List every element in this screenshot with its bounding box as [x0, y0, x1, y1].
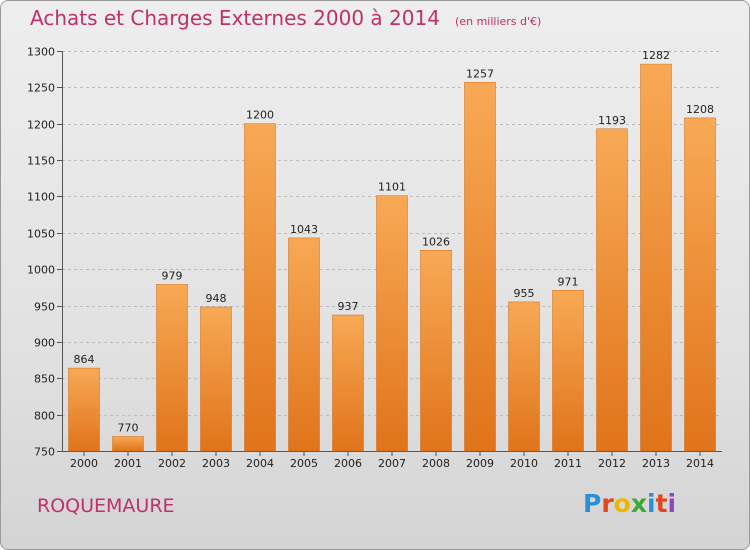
- bar-2013: [640, 63, 672, 452]
- logo-letter: r: [601, 489, 614, 518]
- logo-letter: i: [647, 489, 656, 518]
- x-tick-label: 2008: [422, 457, 450, 470]
- y-tick-label: 1050: [27, 228, 55, 241]
- bar-2007: [376, 195, 408, 452]
- bar-2001: [112, 436, 144, 452]
- x-tick-label: 2003: [202, 457, 230, 470]
- x-tick-label: 2004: [246, 457, 274, 470]
- proxiti-logo: Proxiti: [583, 489, 676, 518]
- y-tick-label: 1200: [27, 119, 55, 132]
- bar-2002: [156, 284, 188, 452]
- y-tick-label: 850: [34, 373, 55, 386]
- y-tick-label: 1300: [27, 46, 55, 59]
- axes: [57, 51, 722, 456]
- data-label: 971: [558, 275, 579, 288]
- y-tick-label: 800: [34, 410, 55, 423]
- data-label: 1193: [598, 114, 626, 127]
- bar-2000: [68, 367, 100, 452]
- y-tick-label: 1150: [27, 155, 55, 168]
- commune-name: ROQUEMAURE: [37, 495, 175, 517]
- x-tick-label: 2001: [114, 457, 142, 470]
- bar-2010: [508, 301, 540, 452]
- chart-title-text: Achats et Charges Externes 2000 à 2014: [30, 6, 440, 30]
- bar-2003: [200, 306, 232, 452]
- bar-2009: [464, 82, 496, 452]
- bar-2008: [420, 250, 452, 452]
- data-label: 1257: [466, 67, 494, 80]
- data-label: 955: [514, 287, 535, 300]
- logo-letter: x: [630, 489, 647, 518]
- y-tick-label: 900: [34, 337, 55, 350]
- y-tick-label: 1000: [27, 264, 55, 277]
- x-tick-label: 2002: [158, 457, 186, 470]
- logo-letter: o: [613, 489, 631, 518]
- logo-letter: P: [583, 489, 602, 518]
- x-tick-label: 2013: [642, 457, 670, 470]
- data-label: 1282: [642, 49, 670, 62]
- data-label: 1208: [686, 103, 714, 116]
- y-tick-label: 1250: [27, 82, 55, 95]
- data-label: 1026: [422, 235, 450, 248]
- x-tick-label: 2010: [510, 457, 538, 470]
- data-label: 979: [162, 269, 183, 282]
- bar-2005: [288, 237, 320, 452]
- x-tick-label: 2006: [334, 457, 362, 470]
- logo-letter: t: [655, 489, 668, 518]
- bar-2012: [596, 128, 628, 452]
- data-label: 864: [74, 353, 95, 366]
- data-label: 770: [118, 421, 139, 434]
- bars: [68, 63, 716, 452]
- x-tick-label: 2012: [598, 457, 626, 470]
- x-tick-label: 2014: [686, 457, 714, 470]
- x-tick-label: 2007: [378, 457, 406, 470]
- x-tick-label: 2009: [466, 457, 494, 470]
- y-tick-label: 1100: [27, 191, 55, 204]
- bar-2006: [332, 314, 364, 452]
- logo-letter: i: [667, 489, 677, 518]
- y-tick-label: 950: [34, 301, 55, 314]
- bar-2011: [552, 290, 584, 452]
- y-tick-label: 750: [34, 446, 55, 459]
- bar-2004: [244, 123, 276, 452]
- chart-unit-text: (en milliers d'€): [455, 15, 542, 28]
- chart-title: Achats et Charges Externes 2000 à 2014 (…: [30, 6, 541, 30]
- bar-2014: [684, 117, 716, 452]
- data-label: 948: [206, 292, 227, 305]
- data-label: 1043: [290, 223, 318, 236]
- x-tick-label: 2011: [554, 457, 582, 470]
- x-tick-label: 2000: [70, 457, 98, 470]
- labels: 750 800 850 900 950 1000 1050 1100 1150 1200 1250 1…: [27, 46, 714, 471]
- data-label: 1200: [246, 109, 274, 122]
- data-label: 937: [338, 300, 359, 313]
- x-tick-label: 2005: [290, 457, 318, 470]
- data-label: 1101: [378, 181, 406, 194]
